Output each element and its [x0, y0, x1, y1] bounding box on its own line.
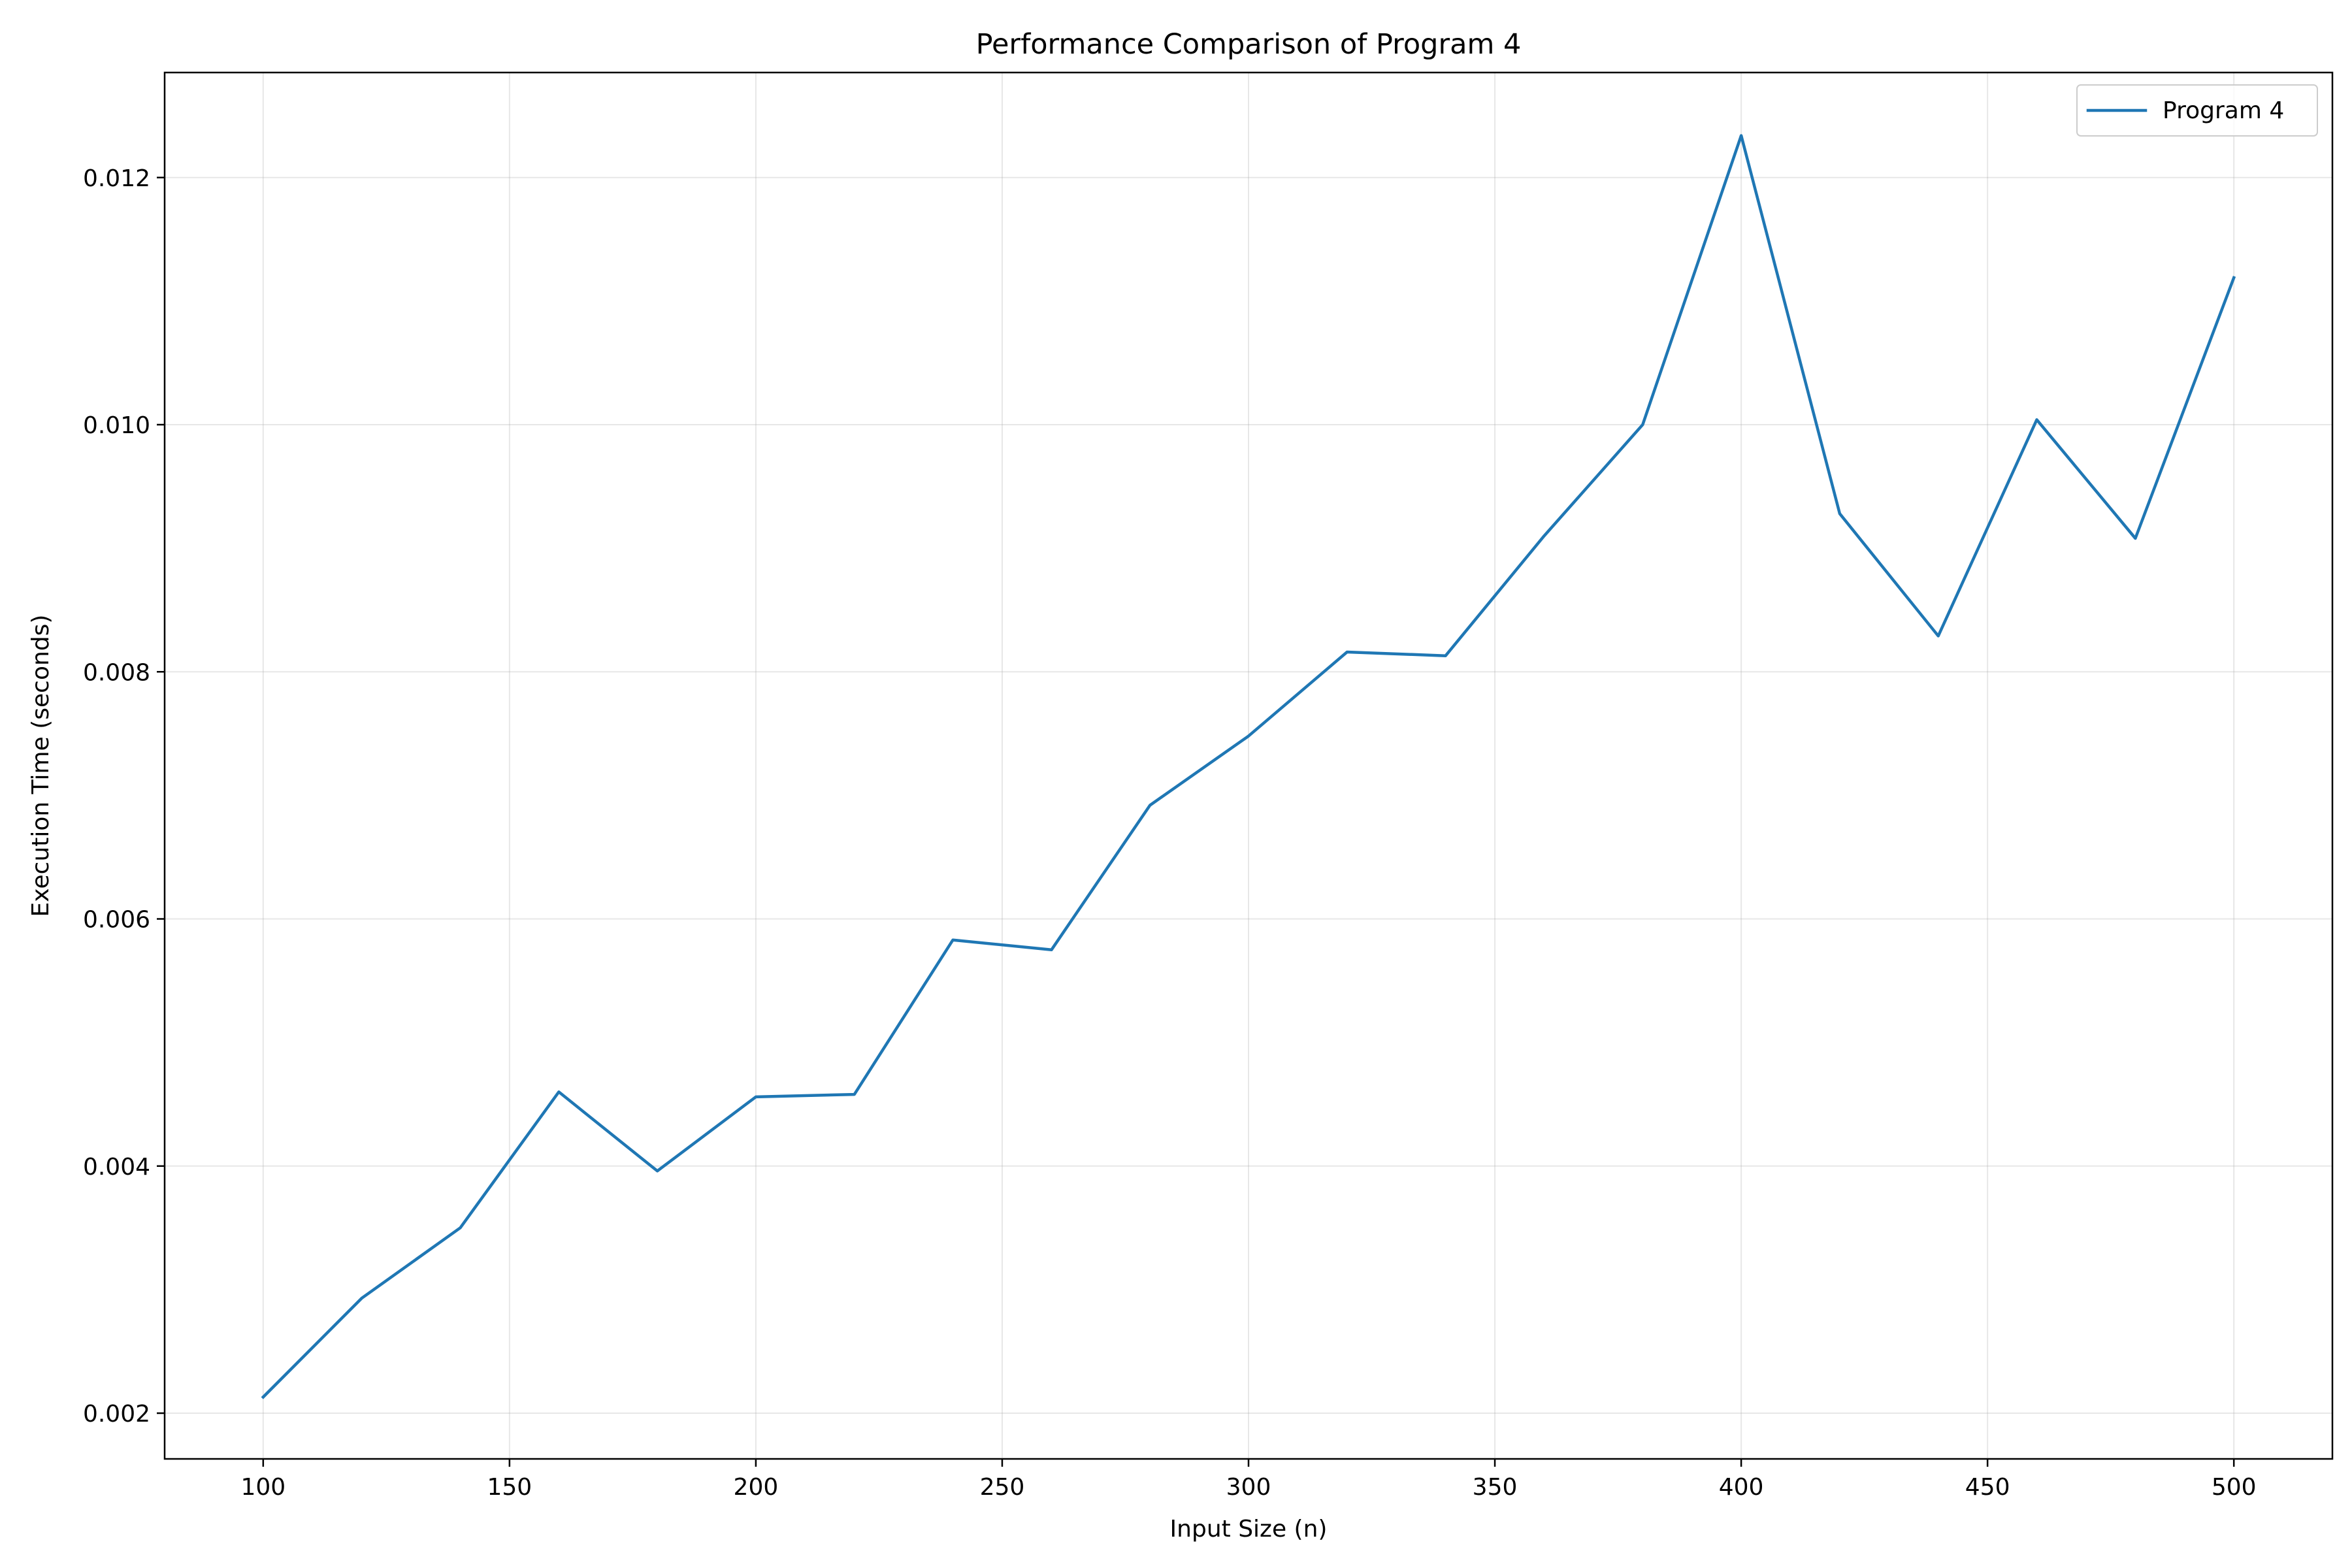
y-tick-label: 0.004	[83, 1154, 150, 1181]
chart-title: Performance Comparison of Program 4	[976, 28, 1522, 61]
x-tick-label: 450	[1965, 1474, 2010, 1501]
series-line-program-4	[261, 134, 2236, 1399]
y-tick-label: 0.002	[83, 1401, 150, 1428]
y-tick-label: 0.012	[83, 165, 150, 192]
y-tick-label: 0.008	[83, 659, 150, 686]
x-tick-label: 200	[734, 1474, 779, 1501]
x-tick-label: 150	[487, 1474, 532, 1501]
x-tick-label: 400	[1719, 1474, 1764, 1501]
plot-series	[261, 134, 2236, 1399]
x-tick-label: 250	[980, 1474, 1025, 1501]
grid-lines	[165, 73, 2332, 1459]
x-tick-label: 300	[1226, 1474, 1271, 1501]
x-tick-label: 100	[240, 1474, 286, 1501]
legend-label-program-4: Program 4	[2163, 97, 2284, 124]
x-axis-title: Input Size (n)	[1170, 1516, 1328, 1543]
legend-box	[2076, 84, 2318, 137]
y-axis-title: Execution Time (seconds)	[27, 615, 54, 917]
x-tick-label: 500	[2212, 1474, 2257, 1501]
y-tick-label: 0.010	[83, 412, 150, 439]
y-tick-label: 0.006	[83, 907, 150, 934]
legend: Program 4	[2076, 84, 2318, 137]
axis-ticks: 100 150 200 250 300 350 400 450 500 0.002 0.004 0.0…	[83, 165, 2257, 1501]
x-tick-label: 350	[1473, 1474, 1518, 1501]
